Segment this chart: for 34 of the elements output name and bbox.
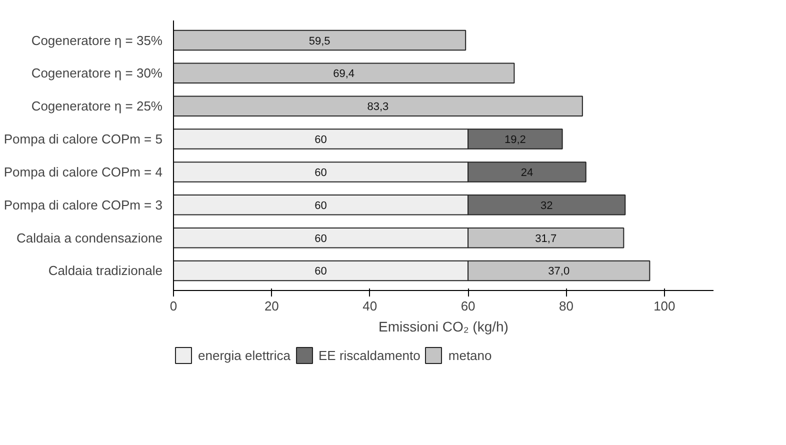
x-tick-label: 20	[264, 298, 279, 314]
y-tick-label: Pompa di calore COPm = 5	[4, 132, 163, 147]
x-tick-label: 100	[654, 298, 676, 314]
y-tick-label: Caldaia tradizionale	[48, 263, 163, 278]
data-label: 59,5	[308, 35, 330, 48]
x-tick-label: 40	[362, 298, 378, 314]
x-axis-title: Emissioni CO₂ (kg/h)	[378, 318, 508, 334]
legend-label: metano	[448, 348, 492, 362]
bar	[174, 30, 466, 51]
data-label: 60	[314, 232, 327, 245]
data-label: 19,2	[504, 134, 526, 146]
data-label: 60	[314, 134, 327, 146]
y-tick-label: Cogeneratore η = 35%	[31, 32, 163, 48]
legend-label: energia elettrica	[198, 348, 290, 362]
data-label: 60	[314, 266, 327, 278]
y-tick-label: Cogeneratore η = 30%	[31, 66, 163, 81]
y-tick-label: Cogeneratore η = 25%	[31, 98, 163, 114]
data-label: 69,4	[333, 68, 355, 80]
bar	[174, 62, 515, 84]
x-tick-label: 0	[170, 298, 178, 314]
data-label: 60	[314, 166, 327, 179]
data-label: 24	[520, 166, 534, 179]
data-label: 60	[314, 200, 327, 212]
x-tick-label: 60	[460, 298, 476, 314]
bar	[174, 96, 583, 116]
y-tick-label: Pompa di calore COPm = 3	[4, 197, 163, 212]
y-tick-label: Pompa di calore COPm = 4	[4, 164, 163, 180]
data-label: 83,3	[367, 101, 389, 114]
data-label: 31,7	[535, 232, 557, 245]
legend-label: EE riscaldamento	[318, 348, 420, 362]
data-label: 37,0	[548, 266, 570, 278]
data-label: 32	[540, 200, 553, 212]
x-tick-label: 80	[558, 298, 574, 314]
y-tick-label: Caldaia a condensazione	[16, 230, 163, 246]
